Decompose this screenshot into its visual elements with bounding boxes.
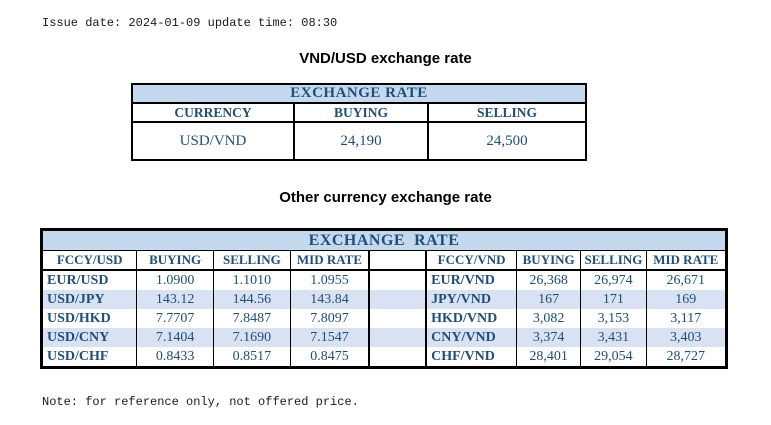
buying-rate-cell: 143.12 [136, 290, 214, 309]
exchange-rate-banner: EXCHANGE RATE [41, 229, 727, 251]
currency-pair-cell: CHF/VND [425, 347, 518, 368]
mid-rate-cell: 1.0955 [290, 270, 370, 290]
spacer-cell [367, 328, 428, 347]
buying-rate-cell: 3,082 [516, 309, 582, 328]
mid-rate-cell: 28,727 [645, 347, 728, 368]
column-header-fccy-vnd: FCCY/VND [425, 250, 518, 271]
column-header-mid-rate: MID RATE [645, 250, 728, 271]
note-text: Note: for reference only, not offered pr… [42, 395, 359, 409]
selling-rate-cell: 3,153 [580, 309, 647, 328]
column-header-buying: BUYING [136, 250, 214, 271]
currency-pair-cell: EUR/USD [40, 270, 138, 290]
selling-rate-cell: 144.56 [212, 290, 292, 309]
mid-rate-cell: 26,671 [645, 270, 728, 290]
buying-rate-cell: 24,190 [293, 121, 429, 161]
buying-rate-cell: 1.0900 [136, 270, 214, 290]
currency-pair-cell: CNY/VND [425, 328, 518, 347]
table-row: USD/CHF 0.8433 0.8517 0.8475 CHF/VND 28,… [40, 347, 728, 368]
column-header-currency: CURRENCY [131, 102, 295, 123]
buying-rate-cell: 7.7707 [136, 309, 214, 328]
column-header-row: CURRENCY BUYING SELLING [131, 102, 587, 123]
other-table-title: Other currency exchange rate [279, 189, 492, 206]
currency-pair-cell: HKD/VND [425, 309, 518, 328]
spacer-cell [367, 347, 428, 368]
mid-rate-cell: 3,403 [645, 328, 728, 347]
table-row: USD/HKD 7.7707 7.8487 7.8097 HKD/VND 3,0… [40, 309, 728, 328]
currency-pair-cell: USD/VND [131, 121, 295, 161]
currency-pair-cell: USD/HKD [40, 309, 138, 328]
mid-rate-cell: 0.8475 [290, 347, 370, 368]
currency-pair-cell: USD/CNY [40, 328, 138, 347]
mid-rate-cell: 3,117 [645, 309, 728, 328]
column-header-selling: SELLING [580, 250, 647, 271]
spacer-cell [367, 290, 428, 309]
mid-rate-cell: 7.8097 [290, 309, 370, 328]
currency-pair-cell: EUR/VND [425, 270, 518, 290]
table-row: USD/JPY 143.12 144.56 143.84 JPY/VND 167… [40, 290, 728, 309]
selling-rate-cell: 171 [580, 290, 647, 309]
buying-rate-cell: 167 [516, 290, 582, 309]
mid-rate-cell: 169 [645, 290, 728, 309]
mid-rate-cell: 7.1547 [290, 328, 370, 347]
spacer-cell [367, 309, 428, 328]
table-header-row: EXCHANGE RATE [41, 229, 727, 251]
selling-rate-cell: 7.1690 [212, 328, 292, 347]
column-header-buying: BUYING [293, 102, 429, 123]
table-row: EUR/USD 1.0900 1.1010 1.0955 EUR/VND 26,… [40, 270, 728, 290]
buying-rate-cell: 26,368 [516, 270, 582, 290]
usd-table-title: VND/USD exchange rate [299, 50, 472, 67]
exchange-rate-banner: EXCHANGE RATE [131, 83, 587, 104]
selling-rate-cell: 0.8517 [212, 347, 292, 368]
table-row: USD/VND 24,190 24,500 [131, 121, 587, 161]
column-header-selling: SELLING [212, 250, 292, 271]
usd-vnd-rate-table: EXCHANGE RATE CURRENCY BUYING SELLING US… [131, 83, 587, 161]
currency-pair-cell: USD/JPY [40, 290, 138, 309]
spacer-cell [367, 270, 428, 290]
column-header-row: FCCY/USD BUYING SELLING MID RATE FCCY/VN… [40, 250, 728, 271]
selling-rate-cell: 29,054 [580, 347, 647, 368]
selling-rate-cell: 1.1010 [212, 270, 292, 290]
selling-rate-cell: 26,974 [580, 270, 647, 290]
table-row: USD/CNY 7.1404 7.1690 7.1547 CNY/VND 3,3… [40, 328, 728, 347]
selling-rate-cell: 3,431 [580, 328, 647, 347]
buying-rate-cell: 28,401 [516, 347, 582, 368]
selling-rate-cell: 7.8487 [212, 309, 292, 328]
spacer-column-header [367, 250, 428, 271]
currency-pair-cell: USD/CHF [40, 347, 138, 368]
mid-rate-cell: 143.84 [290, 290, 370, 309]
column-header-mid-rate: MID RATE [290, 250, 370, 271]
issue-date-text: Issue date: 2024-01-09 update time: 08:3… [42, 16, 338, 30]
table-header-row: EXCHANGE RATE [131, 83, 587, 104]
other-currency-rate-table: EXCHANGE RATE FCCY/USD BUYING SELLING MI… [40, 228, 728, 369]
column-header-buying: BUYING [516, 250, 582, 271]
column-header-selling: SELLING [427, 102, 587, 123]
buying-rate-cell: 7.1404 [136, 328, 214, 347]
currency-pair-cell: JPY/VND [425, 290, 518, 309]
selling-rate-cell: 24,500 [427, 121, 587, 161]
buying-rate-cell: 0.8433 [136, 347, 214, 368]
column-header-fccy-usd: FCCY/USD [40, 250, 138, 271]
buying-rate-cell: 3,374 [516, 328, 582, 347]
